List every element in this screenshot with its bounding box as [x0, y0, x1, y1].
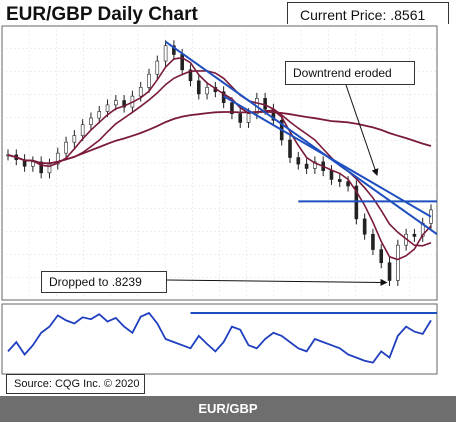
chart-title: EUR/GBP Daily Chart	[6, 4, 198, 25]
indicator-plot-border	[1, 303, 438, 375]
moving-average-line-3	[7, 110, 432, 165]
price-candle-body	[313, 161, 317, 169]
price-candle-body	[379, 249, 384, 264]
price-candle-body	[163, 45, 168, 62]
indicator-line	[7, 311, 437, 364]
price-candle-body	[205, 87, 209, 95]
indicator-series-line	[7, 311, 432, 364]
price-candle-body	[196, 80, 201, 95]
dropped-arrow	[166, 278, 388, 286]
price-candle-body	[72, 135, 77, 143]
moving-averages	[7, 56, 432, 261]
price-candle-body	[246, 113, 251, 123]
downtrend-line-secondary	[223, 95, 432, 218]
price-candle-body	[89, 117, 93, 125]
indicator-plot-frame	[1, 303, 438, 375]
price-candles	[6, 40, 433, 286]
price-candle-body	[337, 179, 342, 182]
price-candle-body	[238, 113, 243, 123]
source-credit: Source: CQG Inc. © 2020	[6, 374, 145, 394]
price-candle-body	[387, 262, 392, 281]
price-candle-body	[180, 54, 184, 71]
price-candle-body	[346, 181, 350, 187]
price-candle-body	[64, 141, 68, 154]
price-candle-body	[31, 161, 35, 167]
price-candle-body	[188, 69, 193, 82]
moving-average-line-1	[7, 56, 432, 261]
price-candle-body	[114, 100, 118, 106]
price-candle-body	[155, 60, 160, 75]
price-candle-body	[230, 102, 234, 114]
price-candle-body	[329, 170, 334, 180]
price-candle-body	[288, 139, 292, 158]
trendlines	[165, 40, 438, 236]
price-candle-body	[354, 185, 359, 220]
price-candle-body	[304, 163, 309, 169]
price-candle-body	[138, 87, 143, 97]
price-candle-body	[105, 104, 110, 112]
current-price-box: Current Price: .8561	[287, 2, 449, 26]
price-candle-body	[371, 233, 375, 250]
price-candle-body	[396, 244, 400, 281]
price-candle-body	[39, 161, 43, 174]
price-candle-body	[97, 111, 102, 119]
annotation-downtrend-eroded: Downtrend eroded	[285, 61, 415, 85]
price-candle-body	[147, 73, 151, 88]
price-candle-body	[172, 45, 176, 55]
price-candle-body	[80, 124, 85, 136]
price-candle-body	[263, 98, 267, 110]
downtrend-arrow	[345, 84, 379, 176]
footer-bar: EUR/GBP	[0, 396, 456, 422]
price-candle-body	[362, 218, 367, 235]
annotation-dropped: Dropped to .8239	[41, 271, 167, 293]
price-candle-body	[55, 152, 60, 165]
price-candle-body	[122, 100, 126, 108]
price-candle-body	[412, 233, 417, 237]
annotation-arrows	[166, 84, 388, 286]
price-candle-body	[296, 157, 301, 165]
